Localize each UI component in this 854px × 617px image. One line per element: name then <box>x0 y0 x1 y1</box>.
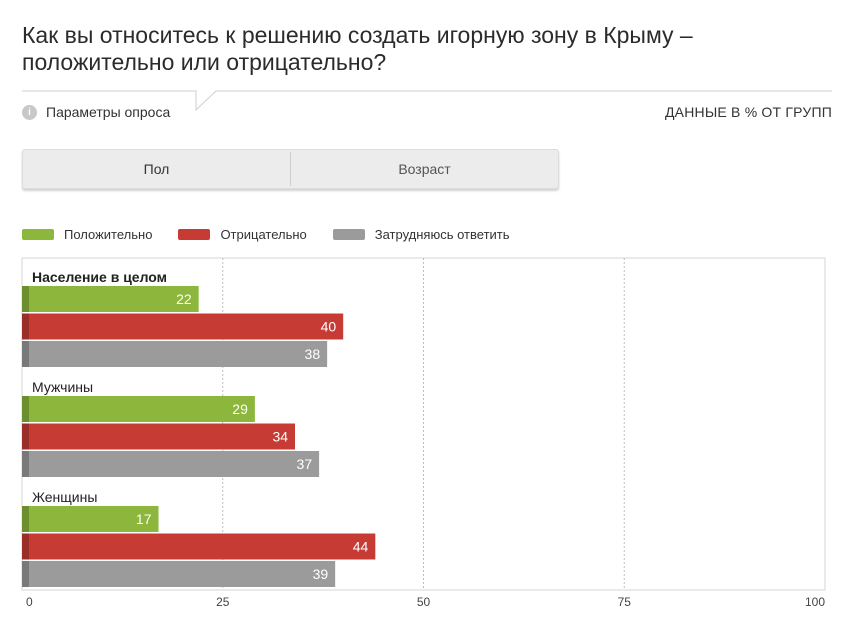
bar-undecided[interactable] <box>22 341 328 367</box>
category-label: Население в целом <box>32 269 167 285</box>
bar-edge-shade <box>22 286 29 312</box>
data-label: 38 <box>305 346 321 362</box>
data-label: 22 <box>176 291 192 307</box>
data-label: 34 <box>272 429 288 445</box>
legend-item-undecided[interactable]: Затрудняюсь ответить <box>332 227 510 242</box>
data-label: 39 <box>313 566 329 582</box>
bar-edge-shade <box>22 423 29 450</box>
bar-negative[interactable] <box>22 313 344 340</box>
category-label: Женщины <box>32 489 97 505</box>
title-callout-line <box>22 90 832 112</box>
tab-age[interactable]: Возраст <box>398 161 451 177</box>
bar-edge-shade <box>22 506 29 532</box>
x-tick-label: 75 <box>618 595 632 609</box>
tab-bar: Пол Возраст <box>22 149 559 189</box>
bar-edge-shade <box>22 341 29 367</box>
bar-undecided[interactable] <box>22 561 336 587</box>
info-icon: i <box>22 104 37 120</box>
legend-swatch-negative <box>178 229 211 240</box>
survey-params-label: Параметры опроса <box>46 104 171 120</box>
chart-legend: Положительно Отрицательно Затрудняюсь от… <box>22 227 536 242</box>
x-tick-label: 0 <box>26 595 33 609</box>
bar-negative[interactable] <box>22 423 296 450</box>
bar-edge-shade <box>22 451 29 477</box>
bar-edge-shade <box>22 313 29 340</box>
legend-swatch-positive <box>22 229 54 240</box>
data-label: 37 <box>297 456 313 472</box>
bar-negative[interactable] <box>22 533 376 560</box>
legend-item-negative[interactable]: Отрицательно <box>178 227 307 242</box>
bar-undecided[interactable] <box>22 451 320 477</box>
survey-params-link[interactable]: i Параметры опроса <box>22 104 170 120</box>
bar-edge-shade <box>22 561 29 587</box>
category-label: Мужчины <box>32 379 93 395</box>
bar-positive[interactable] <box>22 286 199 312</box>
data-label: 44 <box>353 539 369 555</box>
x-tick-label: 100 <box>805 595 825 609</box>
units-label: ДАННЫЕ В % ОТ ГРУПП <box>665 104 832 120</box>
legend-label-positive: Положительно <box>64 227 153 242</box>
x-tick-label: 50 <box>417 595 431 609</box>
tab-divider <box>290 152 291 186</box>
legend-swatch-undecided <box>332 229 365 240</box>
data-label: 29 <box>232 401 248 417</box>
page-title: Как вы относитесь к решению создать игор… <box>22 22 693 75</box>
data-label: 40 <box>321 319 337 335</box>
legend-item-positive[interactable]: Положительно <box>22 227 152 242</box>
bar-positive[interactable] <box>22 506 159 532</box>
x-tick-label: 25 <box>216 595 230 609</box>
tab-gender[interactable]: Пол <box>143 161 170 177</box>
bar-edge-shade <box>22 533 29 560</box>
legend-label-undecided: Затрудняюсь ответить <box>374 227 510 242</box>
data-label: 17 <box>136 511 152 527</box>
bar-positive[interactable] <box>22 396 255 422</box>
legend-label-negative: Отрицательно <box>220 227 307 242</box>
bar-edge-shade <box>22 396 29 422</box>
